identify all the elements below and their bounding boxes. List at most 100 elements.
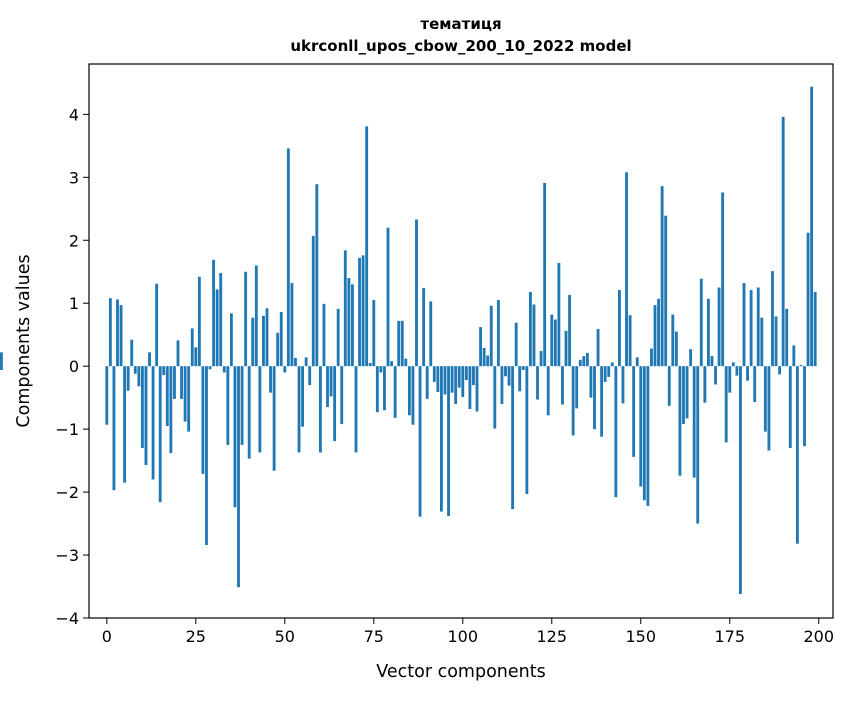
y-tick-label: −4 [55, 609, 79, 628]
bar-108 [489, 305, 493, 367]
bar-27 [201, 366, 205, 474]
bar-170 [710, 356, 714, 367]
bar-43 [258, 366, 262, 453]
bar-77 [379, 366, 383, 373]
bar-187 [771, 271, 774, 367]
bar-151 [642, 366, 646, 501]
bar-34 [226, 366, 230, 445]
bar-61 [322, 303, 326, 367]
bar-125 [550, 314, 554, 367]
bar-31 [215, 289, 219, 367]
bar-66 [340, 366, 344, 425]
bar-7 [130, 339, 134, 367]
bar-88 [418, 366, 422, 517]
bar-179 [742, 283, 746, 367]
bar-174 [724, 366, 728, 443]
bar-122 [539, 351, 543, 367]
bar-191 [785, 308, 789, 367]
bar-181 [749, 290, 753, 367]
bar-169 [706, 298, 710, 367]
bar-196 [803, 366, 806, 447]
bar-54 [297, 366, 301, 453]
bar-150 [639, 366, 643, 487]
bar-76 [375, 366, 379, 413]
x-tick-label: 75 [364, 627, 384, 646]
bar-155 [657, 298, 660, 367]
bar-158 [667, 366, 671, 406]
bar-67 [343, 250, 347, 367]
bar-180 [746, 366, 749, 381]
bar-82 [397, 320, 401, 367]
bar-28 [205, 366, 208, 545]
bar-62 [326, 366, 329, 408]
bar-116 [518, 366, 522, 392]
y-tick-label: 4 [69, 105, 79, 124]
bar-154 [653, 305, 657, 367]
bar-32 [219, 273, 223, 367]
y-tick-label: 1 [69, 294, 79, 313]
x-tick-label: 175 [714, 627, 745, 646]
bar-16 [162, 366, 166, 375]
bar-193 [792, 345, 796, 367]
bar-129 [564, 330, 568, 367]
bar-189 [778, 366, 782, 375]
bar-96 [447, 366, 450, 517]
bar-0 [105, 366, 109, 425]
bar-36 [233, 366, 237, 508]
bar-73 [365, 126, 369, 367]
bar-161 [678, 366, 682, 476]
bar-60 [318, 366, 322, 453]
bar-87 [415, 219, 418, 367]
bar-176 [731, 362, 735, 367]
bar-21 [180, 366, 183, 399]
bar-30 [212, 259, 216, 367]
bar-74 [368, 363, 372, 367]
bar-50 [283, 366, 287, 373]
bar-25 [194, 347, 198, 367]
x-tick-label: 25 [186, 627, 206, 646]
bar-59 [315, 184, 319, 367]
bar-165 [692, 366, 696, 478]
bar-55 [301, 366, 305, 427]
bar-11 [144, 366, 148, 466]
bar-104 [475, 366, 479, 412]
bar-38 [240, 366, 244, 445]
bar-111 [500, 366, 504, 404]
bar-173 [721, 192, 725, 367]
bar-184 [760, 317, 764, 367]
x-tick-label: 0 [102, 627, 112, 646]
x-axis-ticks: 0 25 50 75 100 125 150 175 200 [102, 618, 834, 646]
bar-12 [148, 352, 151, 367]
bar-114 [511, 366, 515, 510]
bar-166 [696, 366, 700, 524]
bar-133 [578, 359, 582, 367]
bar-9 [137, 366, 141, 387]
bar-147 [628, 315, 632, 367]
x-axis-label: Vector components [376, 662, 545, 682]
y-tick-label: −2 [55, 483, 79, 502]
bar-123 [543, 182, 547, 367]
bar-13 [151, 366, 155, 480]
bar-183 [756, 287, 760, 367]
bar-8 [133, 366, 137, 374]
bar-138 [596, 329, 600, 367]
bar-39 [244, 271, 248, 367]
bar-99 [457, 366, 461, 388]
bar-95 [443, 366, 447, 395]
bar-72 [361, 255, 365, 367]
bar-177 [735, 366, 739, 376]
bar-23 [187, 366, 191, 432]
bar-139 [600, 366, 604, 437]
bar-68 [347, 278, 351, 367]
bar-152 [646, 366, 650, 506]
bar-24 [190, 328, 194, 367]
bar-134 [582, 356, 586, 367]
y-tick-label: 3 [69, 168, 79, 187]
chart-title-line1: тематиця [420, 15, 501, 33]
bar-146 [625, 172, 628, 367]
bar-126 [553, 319, 557, 367]
bar-90 [425, 366, 429, 399]
bar-52 [290, 283, 294, 367]
bar-121 [536, 366, 539, 400]
